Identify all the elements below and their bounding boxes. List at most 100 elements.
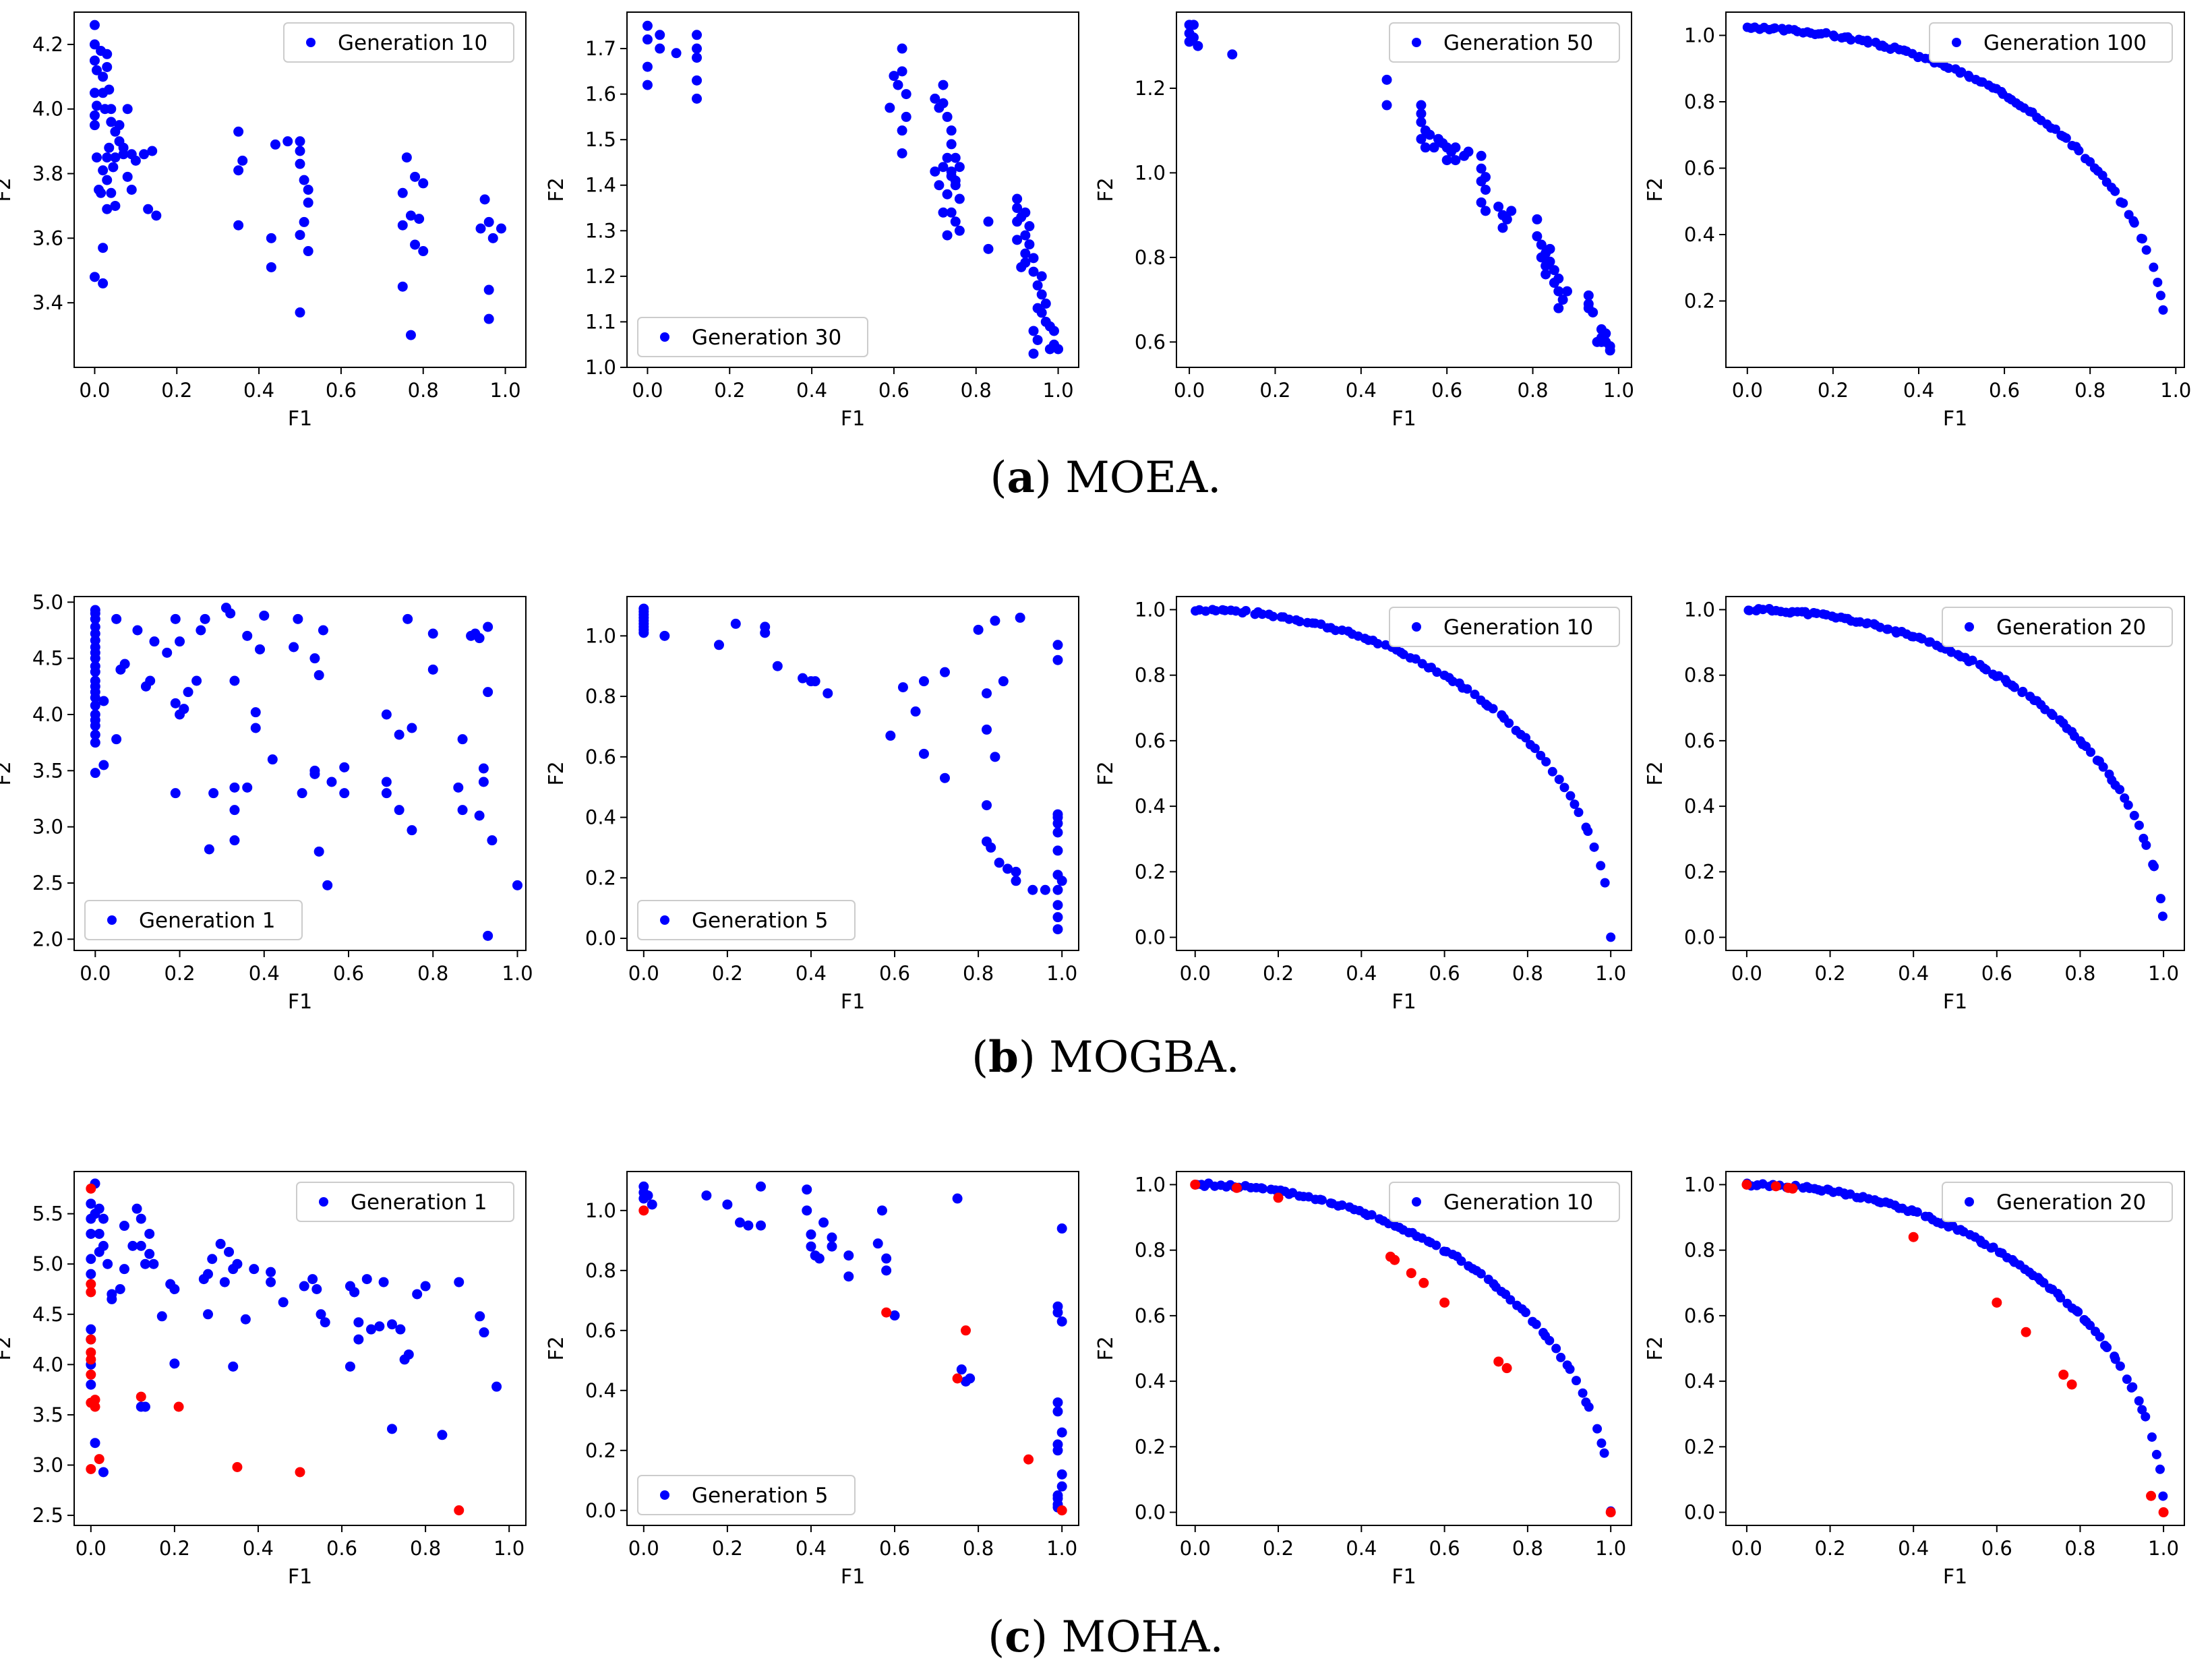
chart-a2-point-0-55 (1012, 235, 1023, 245)
chart-c2-point-0-30 (965, 1373, 976, 1384)
chart-b2-point-0-9 (659, 630, 670, 641)
chart-c4-point-front-84 (2095, 1332, 2105, 1342)
chart-c1-xtick-label-3: 0.6 (326, 1537, 357, 1560)
chart-b4-xtick-label-5: 1.0 (2148, 962, 2179, 985)
chart-c4-ytick-label-0: 0.0 (1684, 1501, 1715, 1524)
chart-b1-ytick-label-5: 4.5 (32, 647, 63, 670)
chart-a1-point-0-12 (102, 49, 113, 59)
chart-a2-point-0-17 (901, 111, 911, 122)
chart-c1-ytick-label-5: 5.0 (32, 1252, 63, 1275)
chart-c2-highlight-1-0 (638, 1205, 649, 1216)
chart-b1-point-0-78 (407, 825, 417, 836)
chart-b1-point-0-67 (322, 880, 333, 890)
chart-c2-ytick-label-2: 0.4 (585, 1379, 616, 1402)
chart-b4-legend-label: Generation 20 (1996, 615, 2146, 640)
chart-b4-legend-box (1942, 607, 2173, 647)
chart-a2-ytick-label-6: 1.6 (585, 83, 616, 106)
chart-a1-point-0-73 (397, 281, 408, 292)
chart-a1-xtick-label-2: 0.4 (243, 379, 274, 402)
chart-c4-point-front-79 (2073, 1307, 2083, 1317)
chart-b2-point-0-13 (760, 628, 771, 638)
chart-a2-point-0-42 (946, 166, 957, 177)
chart-b4-point-front-42 (1917, 634, 1927, 644)
chart-c4-ylabel: F2 (1644, 1336, 1667, 1360)
chart-b1-point-0-21 (90, 768, 100, 779)
chart-c2-ytick-label-0: 0.0 (585, 1499, 616, 1522)
chart-a1-point-0-24 (92, 152, 102, 163)
chart-b1-point-0-35 (175, 636, 185, 647)
chart-a3-point-0-25 (1450, 155, 1461, 166)
chart-c2-xtick-label-2: 0.4 (796, 1537, 827, 1560)
chart-a4-xtick-label-3: 0.6 (1989, 379, 2020, 402)
chart-b1-point-0-33 (170, 613, 181, 624)
chart-a3-point-0-35 (1501, 214, 1512, 224)
chart-c3-point-front-26 (1317, 1195, 1327, 1205)
chart-c4-highlight-0-5 (1992, 1297, 2002, 1308)
chart-c1-point-0-63 (378, 1277, 389, 1287)
chart-b2-xtick-label-2: 0.4 (796, 962, 827, 985)
chart-a1-point-0-3 (92, 65, 102, 75)
chart-a4: 0.0 0.2 0.4 0.6 0.8 1.0 0.2 0.4 0.6 0.8 1.0 F1 F2 Gen… (1644, 11, 2191, 431)
chart-b1-xtick-label-1: 0.2 (164, 962, 195, 985)
chart-b1-legend-label: Generation 1 (139, 909, 276, 933)
chart-b2-point-0-23 (918, 748, 929, 759)
chart-c2-legend-box (637, 1475, 856, 1515)
chart-a1-point-0-63 (295, 307, 305, 318)
chart-b2-point-0-50 (1052, 884, 1063, 895)
chart-a1-point-0-35 (122, 171, 133, 182)
chart-a1-point-0-19 (114, 120, 125, 131)
chart-a4-ylabel: F2 (1644, 177, 1667, 202)
chart-a1-point-0-71 (410, 239, 421, 250)
chart-a2-point-0-45 (983, 216, 994, 227)
chart-b1-point-0-72 (381, 788, 392, 799)
chart-b3: 0.0 0.2 0.4 0.6 0.8 1.0 0.0 0.2 0.4 0.6 0.8 1.0 F1 F2… (1094, 596, 1632, 1014)
chart-a2-xtick-label-0: 0.0 (632, 379, 663, 402)
chart-a1-ytick-label-2: 3.8 (32, 162, 63, 185)
chart-a2-point-0-3 (642, 80, 653, 90)
chart-a1-point-0-42 (110, 200, 121, 211)
chart-c1-highlight-1-11 (94, 1454, 104, 1465)
chart-c2-point-0-22 (872, 1238, 883, 1249)
chart-c4-legend-marker (1965, 1197, 1974, 1207)
chart-b3-point-front-52 (1462, 684, 1472, 694)
chart-b3-point-front-60 (1504, 718, 1514, 728)
chart-a2-point-0-43 (950, 175, 961, 186)
chart-b2-point-0-48 (1052, 845, 1063, 856)
chart-a2-point-0-13 (893, 80, 903, 90)
chart-c1-point-0-61 (365, 1324, 376, 1335)
chart-c2-point-0-21 (843, 1271, 854, 1282)
chart-b1-point-0-90 (483, 687, 494, 698)
chart-a1-xtick-label-4: 0.8 (408, 379, 439, 402)
chart-c2-xtick-label-1: 0.2 (712, 1537, 743, 1560)
chart-c1-point-0-69 (420, 1281, 431, 1292)
chart-a2-xlabel: F1 (841, 407, 865, 431)
chart-a1-point-0-1 (89, 39, 100, 50)
chart-c3-highlight-0-7 (1439, 1297, 1450, 1308)
chart-a1-point-0-4 (89, 88, 100, 98)
chart-c3-xtick-label-2: 0.4 (1346, 1537, 1377, 1560)
chart-b1-point-0-58 (289, 642, 299, 652)
chart-a2-point-0-33 (954, 193, 965, 204)
chart-b1-point-0-53 (250, 707, 261, 718)
chart-a3-point-0-10 (1416, 109, 1427, 119)
chart-b2-legend-box (637, 900, 856, 940)
chart-b1-point-0-26 (119, 659, 130, 669)
chart-c2-point-0-11 (802, 1184, 812, 1195)
chart-a2-point-0-29 (938, 162, 949, 173)
chart-a2-point-0-53 (1020, 230, 1031, 241)
chart-c3-legend-box (1389, 1182, 1620, 1222)
chart-c3-xtick-label-1: 0.2 (1263, 1537, 1294, 1560)
chart-c4-point-front-92 (2128, 1382, 2138, 1392)
chart-c1-point-0-31 (148, 1258, 159, 1269)
chart-a4-point-front-98 (2155, 291, 2165, 301)
chart-c1-point-0-73 (454, 1277, 465, 1287)
chart-c4-highlight-0-4 (1908, 1232, 1919, 1242)
chart-c1-xlabel: F1 (288, 1565, 312, 1589)
chart-b1-ytick-label-2: 3.0 (32, 816, 63, 839)
chart-a4-point-front-19 (1821, 28, 1831, 38)
chart-c1-ytick-label-4: 4.5 (32, 1303, 63, 1326)
chart-b4-point-front-98 (2155, 894, 2165, 904)
chart-b1-point-0-83 (457, 734, 468, 745)
chart-c3-ytick-label-0: 0.0 (1135, 1501, 1166, 1524)
chart-b1-point-0-50 (229, 835, 240, 846)
